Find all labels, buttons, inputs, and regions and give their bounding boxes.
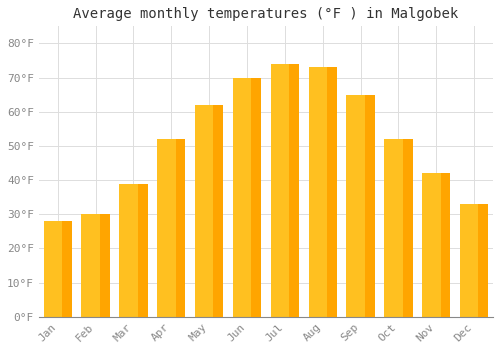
Bar xyxy=(460,204,488,317)
Title: Average monthly temperatures (°F ) in Malgobek: Average monthly temperatures (°F ) in Ma… xyxy=(74,7,458,21)
Bar xyxy=(478,204,488,317)
Bar xyxy=(289,64,299,317)
Bar xyxy=(138,183,147,317)
Bar xyxy=(157,139,186,317)
Bar xyxy=(252,78,261,317)
Bar xyxy=(214,105,224,317)
Bar xyxy=(233,78,261,317)
Bar xyxy=(44,221,72,317)
Bar xyxy=(402,139,412,317)
Bar xyxy=(422,173,450,317)
Bar xyxy=(195,105,224,317)
Bar xyxy=(327,67,337,317)
Bar xyxy=(82,214,110,317)
Bar xyxy=(119,183,148,317)
Bar xyxy=(346,94,375,317)
Bar xyxy=(365,94,375,317)
Bar xyxy=(270,64,299,317)
Bar xyxy=(62,221,72,317)
Bar xyxy=(308,67,337,317)
Bar xyxy=(100,214,110,317)
Bar xyxy=(384,139,412,317)
Bar xyxy=(440,173,450,317)
Bar xyxy=(176,139,186,317)
